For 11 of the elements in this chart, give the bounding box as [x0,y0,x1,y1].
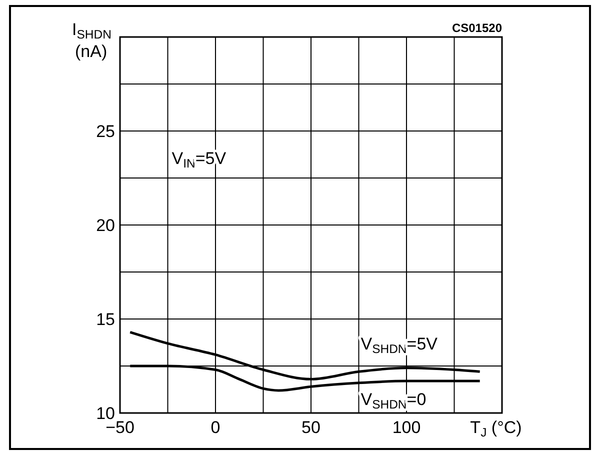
y-tick-label: 20 [96,216,115,235]
x-axis-title: T$_{J}$ (°C) [470,418,522,440]
text: CS01520 [452,21,502,35]
y-tick-label: 25 [96,122,115,141]
y-axis-title: I$_{SHDN}$ (nA) [72,20,112,61]
series-label: V$_{SHDN}$=5V [360,334,438,356]
series-label: V$_{SHDN}$=0 [360,390,426,412]
x-tick-label: 100 [392,418,421,437]
y-tick-label: 15 [96,310,115,329]
x-tick-label: 0 [210,418,220,437]
x-tick-label: 50 [302,418,320,437]
